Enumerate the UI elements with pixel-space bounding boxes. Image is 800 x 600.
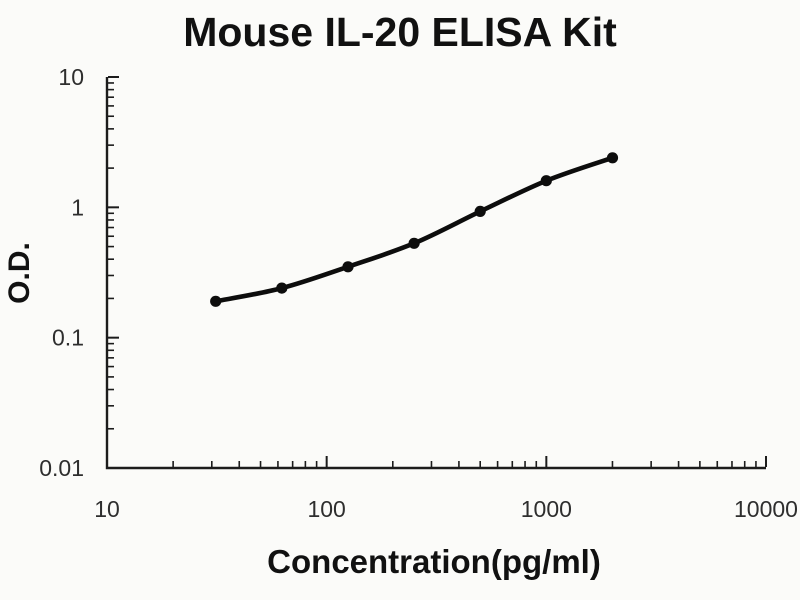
standard-curve-line — [213, 155, 615, 304]
data-point — [342, 261, 354, 273]
y-tick-label: 1 — [71, 194, 84, 220]
y-tick-label: 0.01 — [39, 455, 84, 481]
x-tick-label: 10 — [94, 496, 120, 522]
axis-spine — [105, 77, 766, 470]
data-point — [276, 282, 288, 294]
data-point — [210, 295, 222, 307]
data-point — [606, 152, 619, 164]
data-point — [474, 205, 486, 217]
y-tick-label: 10 — [58, 64, 84, 90]
y-tick-label: 0.1 — [52, 325, 84, 351]
data-point — [408, 237, 420, 249]
x-tick-label: 100 — [307, 496, 345, 522]
x-tick-label: 10000 — [734, 496, 798, 522]
x-axis-label: Concentration(pg/ml) — [267, 543, 601, 580]
x-tick-label: 1000 — [521, 496, 572, 522]
chart-title: Mouse IL-20 ELISA Kit — [183, 9, 617, 55]
data-point — [540, 175, 552, 187]
